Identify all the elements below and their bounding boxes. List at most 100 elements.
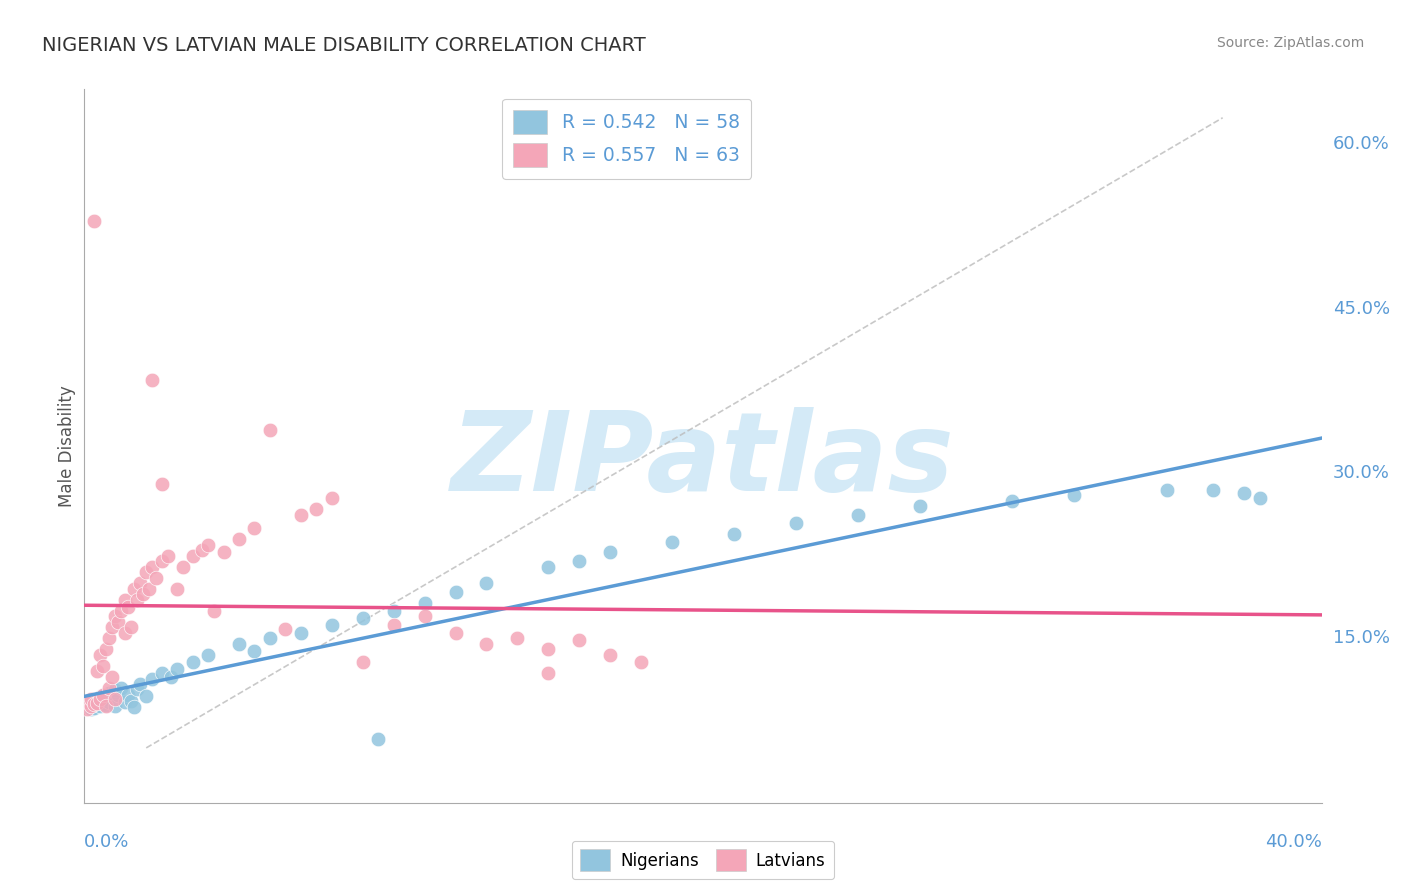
Legend: Nigerians, Latvians: Nigerians, Latvians: [572, 841, 834, 880]
Point: [94, 691, 117, 706]
Point: [83, 701, 105, 715]
Point: [89, 691, 111, 706]
Point: [321, 618, 343, 632]
Point: [1001, 494, 1024, 508]
Point: [125, 592, 148, 607]
Text: Source: ZipAtlas.com: Source: ZipAtlas.com: [1216, 36, 1364, 50]
Point: [104, 682, 127, 697]
Point: [120, 620, 142, 634]
Point: [202, 604, 225, 618]
Point: [630, 655, 652, 669]
Point: [110, 604, 132, 618]
Point: [506, 631, 529, 645]
Text: 60.0%: 60.0%: [1333, 135, 1389, 153]
Point: [444, 625, 467, 640]
Point: [86, 692, 108, 706]
Point: [94, 698, 117, 712]
Point: [79, 691, 101, 706]
Point: [197, 648, 219, 662]
Point: [475, 576, 498, 591]
Point: [413, 596, 436, 610]
Point: [181, 549, 204, 563]
Point: [290, 508, 312, 523]
Point: [89, 648, 111, 662]
Point: [166, 662, 188, 676]
Point: [135, 566, 157, 580]
Point: [243, 644, 266, 658]
Point: [475, 637, 498, 651]
Point: [107, 615, 129, 629]
Point: [101, 669, 124, 683]
Point: [89, 699, 111, 714]
Point: [382, 618, 405, 632]
Point: [537, 642, 560, 657]
Point: [86, 696, 108, 710]
Point: [785, 516, 807, 530]
Point: [367, 732, 389, 747]
Point: [94, 699, 117, 714]
Point: [166, 582, 188, 596]
Point: [107, 688, 129, 702]
Point: [141, 559, 163, 574]
Point: [104, 691, 127, 706]
Text: NIGERIAN VS LATVIAN MALE DISABILITY CORRELATION CHART: NIGERIAN VS LATVIAN MALE DISABILITY CORR…: [42, 36, 645, 54]
Point: [172, 559, 194, 574]
Point: [86, 696, 108, 710]
Point: [537, 666, 560, 681]
Point: [228, 637, 250, 651]
Point: [259, 423, 281, 437]
Point: [568, 554, 591, 568]
Point: [104, 699, 127, 714]
Point: [135, 690, 157, 704]
Point: [212, 545, 235, 559]
Point: [382, 604, 405, 618]
Point: [125, 681, 148, 696]
Point: [110, 681, 132, 695]
Point: [141, 373, 163, 387]
Point: [156, 549, 179, 563]
Point: [846, 508, 869, 523]
Point: [568, 633, 591, 648]
Point: [117, 600, 139, 615]
Text: 0.0%: 0.0%: [84, 833, 129, 851]
Point: [228, 533, 250, 547]
Point: [83, 697, 105, 711]
Point: [89, 690, 111, 705]
Point: [94, 642, 117, 657]
Point: [290, 625, 312, 640]
Text: 30.0%: 30.0%: [1333, 465, 1389, 483]
Point: [122, 582, 145, 596]
Point: [413, 609, 436, 624]
Point: [723, 526, 745, 541]
Point: [599, 648, 621, 662]
Point: [79, 702, 101, 716]
Point: [191, 543, 214, 558]
Point: [120, 694, 142, 708]
Point: [274, 623, 297, 637]
Point: [197, 538, 219, 552]
Point: [98, 686, 121, 700]
Point: [444, 585, 467, 599]
Point: [305, 501, 328, 516]
Point: [1202, 483, 1225, 497]
Point: [76, 699, 98, 714]
Point: [243, 521, 266, 535]
Point: [138, 582, 160, 596]
Point: [122, 700, 145, 714]
Text: 15.0%: 15.0%: [1333, 629, 1389, 647]
Point: [259, 631, 281, 645]
Point: [150, 477, 173, 491]
Point: [537, 559, 560, 574]
Y-axis label: Male Disability: Male Disability: [58, 385, 76, 507]
Text: 40.0%: 40.0%: [1265, 833, 1322, 851]
Point: [908, 500, 931, 514]
Point: [1156, 483, 1178, 497]
Point: [141, 672, 163, 686]
Point: [76, 702, 98, 716]
Point: [91, 694, 114, 708]
Point: [150, 666, 173, 681]
Text: 45.0%: 45.0%: [1333, 300, 1391, 318]
Point: [98, 695, 121, 709]
Point: [1233, 486, 1256, 500]
Point: [98, 681, 121, 695]
